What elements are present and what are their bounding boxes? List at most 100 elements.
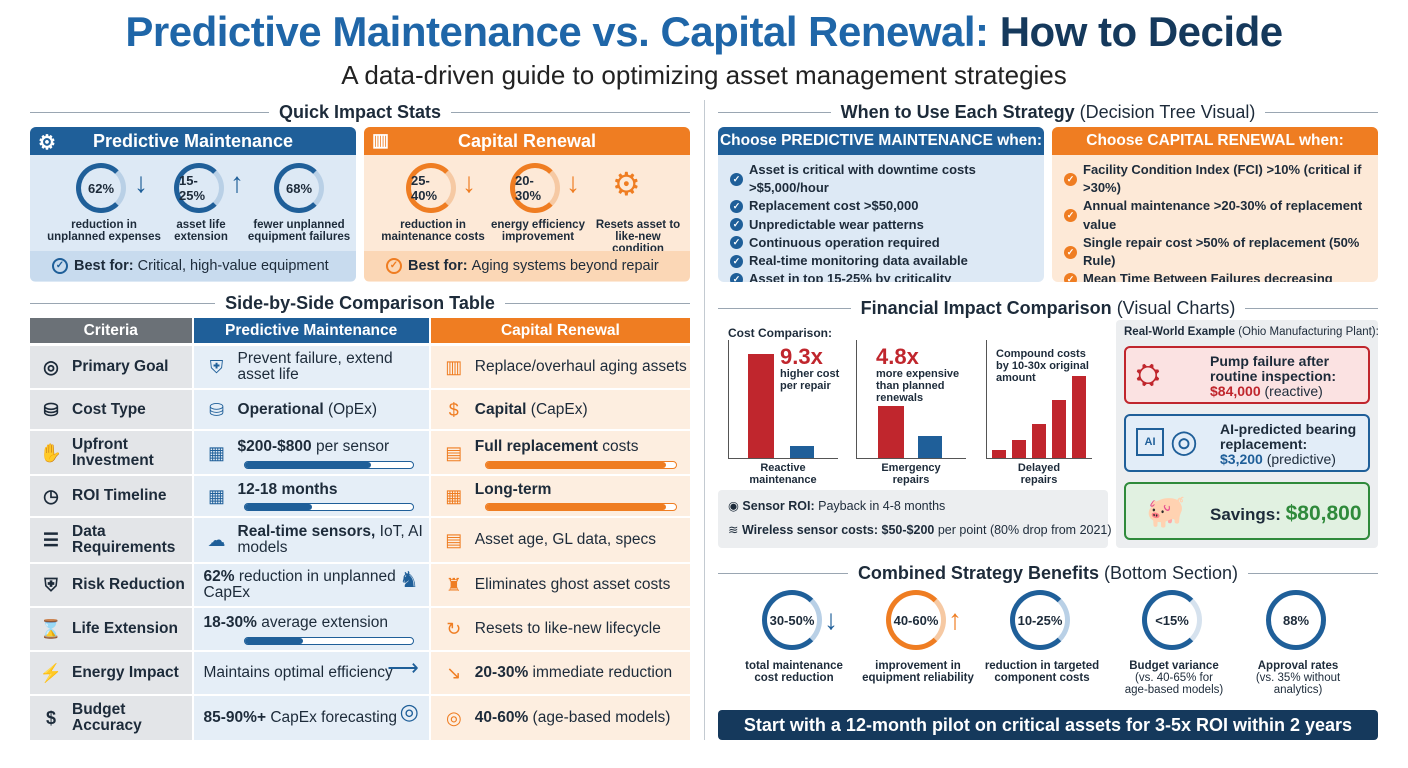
criteria-cell: ⚡ Energy Impact [30,652,192,694]
row-icon: ⟶ [387,655,419,680]
calendar-icon: ▦ [445,486,463,506]
cr-cell: ♜ Eliminates ghost asset costs [430,564,690,606]
arrow-down-icon: ↓ [566,167,580,198]
decision-item: ✓ Unpredictable wear patterns [730,216,1044,234]
cr-stats-card: ▥ Capital Renewal 25-40% ↓ reduction in m… [364,127,690,282]
pm-cell: ▦ 12-18 months [193,476,429,516]
cost-comparison-title: Cost Comparison: [728,326,833,340]
combined-stat: 30-50% ↓ total maintenance cost reduction [732,588,856,704]
decision-item: ✓ Replacement cost >$50,000 [730,197,1044,215]
check-icon: ✓ [1064,245,1077,259]
building-icon: ▥ [372,130,390,150]
criteria-cell: $ Budget Accuracy [30,696,192,740]
cr-stats-header: ▥ Capital Renewal [364,127,690,155]
stat-ring: 40-60% [886,590,946,650]
stat-ring: <15% [1142,590,1202,650]
cr-cell: $ Capital (CapEx) [430,390,690,429]
decision-item: ✓ Single repair cost >50% of replacement … [1064,234,1378,270]
progress-bar [243,461,414,469]
stat-ring: 15-25% [174,163,224,213]
arrow-down-icon: ↓ [462,167,476,198]
coins-icon: ⛁ [208,399,225,420]
decision-item: ✓ Facility Condition Index (FCI) >10% (cr… [1064,161,1378,197]
check-icon: ✓ [730,200,743,213]
check-icon: ✓ [730,254,743,268]
wifi-icon: ≋ [728,523,739,537]
database-icon: ☰ [42,530,60,550]
page-subtitle: A data-driven guide to optimizing asset … [341,60,1067,90]
shield-alert-icon: ⛨ [44,575,58,595]
bar-delayed-3 [1032,424,1046,458]
stat-ring: 88% [1266,590,1326,650]
pm-cell: ☁ Real-time sensors, IoT, AI models [193,518,429,562]
pm-cell: ▦ $200-$800 per sensor [193,431,429,474]
table-row: ☰ Data Requirements ☁ Real-time sensors, Io… [30,518,690,562]
lightning-icon: ⚡ [39,663,63,683]
stat-ring: 20-30% [510,163,560,213]
arrow-down-icon: ↓ [824,604,838,635]
criteria-cell: ◷ ROI Timeline [30,476,192,516]
combined-stat: 40-60% ↑ improvement in equipment reliabili… [856,588,980,704]
decision-item: ✓ Mean Time Between Failures decreasing [1064,270,1378,282]
bar-reactive-planned [790,446,814,458]
table-row: ⚡ Energy Impact Maintains optimal efficien… [30,652,690,694]
coins-icon: ⛁ [43,399,59,420]
pm-cell: 18-30% average extension [193,608,429,650]
pm-cell: ⛁ Operational (OpEx) [193,390,429,429]
clock-icon: ◷ [43,486,59,506]
page-title: Predictive Maintenance vs. Capital Renew… [125,8,1283,55]
example-predictive: AI ◎ AI-predicted bearing replacement: $3,… [1124,414,1370,472]
decision-item: ✓ Asset in top 15-25% by criticality [730,270,1044,282]
bar-delayed-4 [1052,400,1066,458]
target-icon: ◎ [445,708,462,728]
criteria-cell: ⛨ Risk Reduction [30,564,192,606]
decision-item: ✓ Annual maintenance >20-30% of replaceme… [1064,197,1378,233]
decision-item: ✓ Real-time monitoring data available [730,252,1044,270]
cr-cell: ↻ Resets to like-new lifecycle [430,608,690,650]
pm-cell: ⛨ Prevent failure, extend asset life [193,346,429,388]
bar-delayed-1 [992,450,1006,458]
stat-ring: 30-50% [762,590,822,650]
stat-ring: 25-40% [406,163,456,213]
section-quick-stats: Quick Impact Stats [30,100,690,124]
pm-cell: 62% reduction in unplanned CapEx ♞ [193,564,429,606]
table-row: $ Budget Accuracy 85-90%+ CapEx forecastin… [30,696,690,740]
criteria-cell: ✋ Upfront Investment [30,431,192,474]
check-icon: ✓ [730,218,743,232]
cr-best-for: ✓ Best for: Aging systems beyond repair [364,251,690,281]
pm-cell: 85-90%+ CapEx forecasting ◎ [193,696,429,740]
table-row: ⛁ Cost Type ⛁ Operational (OpEx) $ Capital (C… [30,390,690,429]
table-row: ✋ Upfront Investment ▦ $200-$800 per sensor… [30,431,690,474]
combined-stat: <15% Budget variance (vs. 40-65% for age-ba… [1112,588,1236,704]
ghost-icon: ♜ [445,575,462,595]
pm-cell: Maintains optimal efficiency ⟶ [193,652,429,694]
section-combined: Combined Strategy Benefits (Bottom Secti… [718,561,1378,585]
check-icon: ✓ [1064,172,1077,186]
divider [704,100,705,740]
section-decision: When to Use Each Strategy (Decision Tree… [718,100,1379,124]
roi-box: ◉ Sensor ROI: Payback in 4-8 months ≋ Wi… [718,490,1112,548]
table-row: ⛨ Risk Reduction 62% reduction in unplanne… [30,564,690,606]
target-icon: ◎ [43,357,59,377]
bar-reactive [748,354,774,458]
check-icon: ✓ [730,272,743,282]
cr-cell: ↘ 20-30% immediate reduction [430,652,690,694]
cr-cell: ▤ Full replacement costs [430,431,690,474]
section-financial: Financial Impact Comparison (Visual Char… [718,296,1379,320]
arrow-down-icon: ↓ [134,167,148,198]
combined-stat: 10-25% reduction in targeted component cos… [980,588,1104,704]
pm-decision-card: Choose PREDICTIVE MAINTENANCE when: ✓ Ass… [718,127,1044,282]
arrow-up-icon: ↑ [948,604,962,635]
cr-cell: ▥ Replace/overhaul aging assets [430,346,690,388]
stat-ring: 62% [76,163,126,213]
calendar-icon: ▦ [208,486,226,506]
criteria-cell: ☰ Data Requirements [30,518,192,562]
arrow-up-icon: ↑ [230,167,244,198]
section-comparison-table: Side-by-Side Comparison Table [30,291,690,315]
bar-delayed-2 [1012,440,1026,458]
cr-cell: ▦ Long-term [430,476,690,516]
combined-stat: 88% Approval rates (vs. 35% without analyti… [1236,588,1360,704]
table-row: ◎ Primary Goal ⛨ Prevent failure, extend as… [30,346,690,388]
table-row: ◷ ROI Timeline ▦ 12-18 months ▦ Long-term [30,476,690,516]
example-savings: 🐖 Savings: $80,800 [1124,482,1370,540]
